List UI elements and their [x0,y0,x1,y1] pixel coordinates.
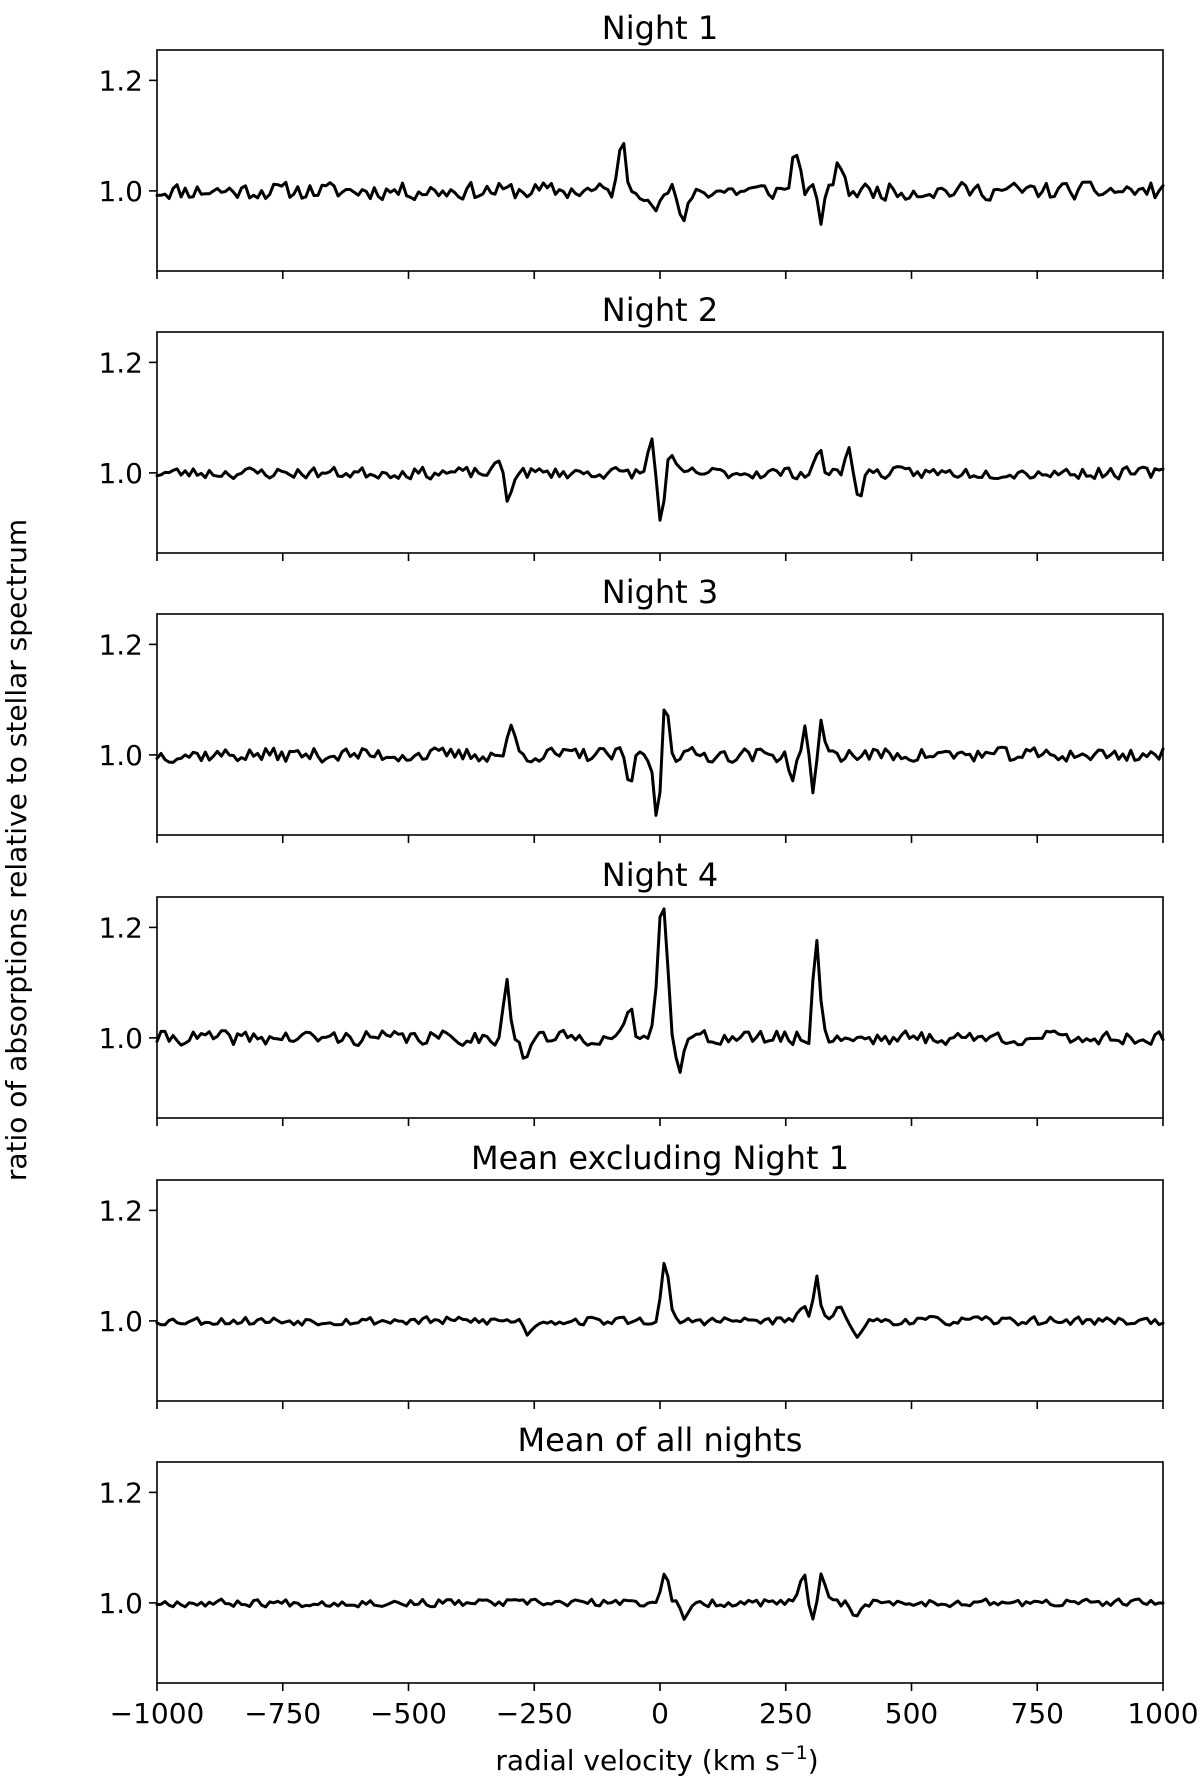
panel-3: Night 3 1.0 1.2 [98,573,1165,843]
y-tick-label: 1.0 [98,1305,143,1338]
plot-frame [156,1461,1164,1684]
series-line [155,1261,1165,1339]
series-line [155,907,1165,1074]
panel-title: Mean excluding Night 1 [471,1139,849,1177]
series-line [155,142,1165,226]
x-tick-label: 500 [885,1697,938,1730]
panel-title: Night 2 [602,291,719,329]
x-tick-label: 250 [759,1697,812,1730]
y-tick-label: 1.2 [98,1476,143,1509]
x-axis-label-close: ) [808,1744,819,1777]
y-tick-label: 1.0 [98,175,143,208]
y-tick-label: 1.2 [98,628,143,661]
panel-6: Mean of all nights 1.0 1.2 −1000 −750 −500 −25… [98,1421,1198,1730]
y-tick-label: 1.2 [98,346,143,379]
y-tick-label: 1.0 [98,457,143,490]
series-line [155,1572,1165,1621]
panel-2: Night 2 1.0 1.2 [98,291,1165,561]
x-tick-label: 750 [1011,1697,1064,1730]
x-tick-label: 1000 [1127,1697,1198,1730]
series-line [155,708,1165,817]
plot-frame [156,613,1164,836]
y-tick-label: 1.2 [98,1194,143,1227]
y-tick-label: 1.2 [98,911,143,944]
series-line [155,437,1165,522]
plot-frame [156,49,1164,272]
y-tick-label: 1.0 [98,1022,143,1055]
panel-title: Night 4 [602,856,719,894]
y-tick-label: 1.0 [98,739,143,772]
x-tick-label: −250 [496,1697,573,1730]
y-tick-label: 1.0 [98,1587,143,1620]
x-axis-label: radial velocity (km s−1) [495,1742,818,1777]
x-tick-label: −1000 [110,1697,205,1730]
x-tick-label: −500 [370,1697,447,1730]
x-axis-label-superscript: −1 [780,1742,808,1764]
panel-4: Night 4 1.0 1.2 [98,856,1165,1126]
panel-5: Mean excluding Night 1 1.0 1.2 [98,1139,1165,1409]
panel-1: Night 1 1.0 1.2 [98,9,1165,279]
x-tick-label: 0 [651,1697,669,1730]
panel-title: Mean of all nights [518,1421,803,1459]
panel-title: Night 1 [602,9,719,47]
x-axis-label-main: radial velocity (km s [495,1744,779,1777]
x-tick-label: −750 [244,1697,321,1730]
panel-title: Night 3 [602,573,719,611]
y-axis-label: ratio of absorptions relative to stellar… [0,519,33,1181]
y-tick-label: 1.2 [98,64,143,97]
